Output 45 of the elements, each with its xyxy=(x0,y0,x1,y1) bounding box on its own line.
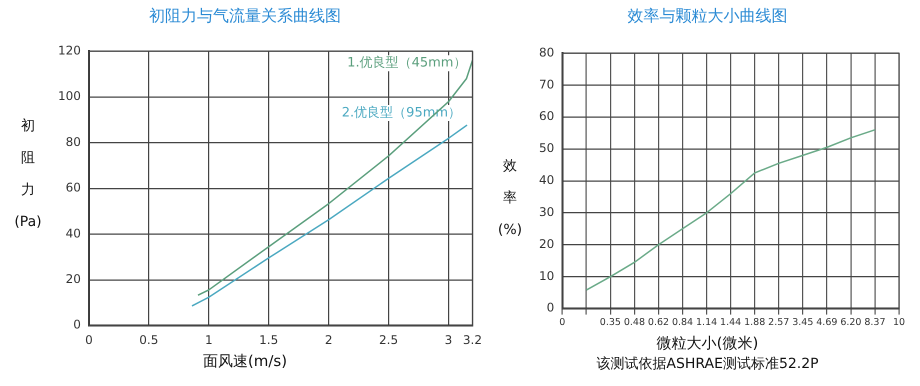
y-tick-label: 40 xyxy=(538,173,554,188)
y-tick-label: 50 xyxy=(538,141,554,156)
x-tick-label: 0.35 xyxy=(600,316,621,328)
y-tick-label: 10 xyxy=(538,268,554,283)
x-tick-label: 3.2 xyxy=(462,332,482,347)
y-tick-label: 20 xyxy=(538,236,554,251)
x-tick-label: 3.45 xyxy=(792,316,814,328)
chart-title: 效率与颗粒大小曲线图 xyxy=(626,6,788,27)
series-label: 1.优良型（45mm） xyxy=(347,56,466,71)
x-tick-label: 0.48 xyxy=(624,316,646,328)
y-tick-label: 70 xyxy=(538,77,554,92)
text: 该测试依据ASHRAE测试标准52.2P xyxy=(595,355,820,373)
x-tick-label: 4.69 xyxy=(816,316,838,328)
y-tick-label: 120 xyxy=(58,43,81,58)
x-tick-label: 1.88 xyxy=(744,316,766,328)
y-axis-title: 效率(%) xyxy=(496,157,524,240)
x-tick-label: 1.14 xyxy=(696,316,718,328)
y-tick-label: 20 xyxy=(66,272,81,286)
x-tick-label: 0 xyxy=(559,316,566,328)
x-axis-title: 面风速(m/s) xyxy=(202,352,288,371)
x-tick-label: 8.37 xyxy=(864,316,886,328)
x-tick-label: 0.62 xyxy=(648,316,670,328)
y-tick-label: 100 xyxy=(58,89,81,104)
y-axis-title: 初阻力(Pa) xyxy=(13,117,43,232)
x-tick-label: 0.84 xyxy=(672,316,694,328)
y-tick-label: 30 xyxy=(538,204,554,219)
x-tick-label: 1.44 xyxy=(720,316,742,328)
y-tick-label: 0 xyxy=(546,300,554,315)
x-tick-label: 2.57 xyxy=(768,316,790,328)
x-tick-label: 3 xyxy=(444,332,452,347)
y-tick-label: 80 xyxy=(66,134,81,149)
x-tick-label: 1.5 xyxy=(259,332,278,347)
y-tick-label: 40 xyxy=(66,226,81,240)
x-tick-label: 1 xyxy=(204,332,213,347)
chart-title: 初阻力与气流量关系曲线图 xyxy=(148,6,342,27)
x-tick-label: 2.5 xyxy=(379,332,398,347)
x-tick-label: 0 xyxy=(85,332,93,347)
x-tick-label: 10 xyxy=(892,316,906,328)
x-tick-label: 2 xyxy=(324,332,332,347)
x-tick-label: 6.20 xyxy=(840,316,862,328)
y-tick-label: 60 xyxy=(538,109,554,124)
x-tick-label: 0.5 xyxy=(139,332,158,347)
y-tick-label: 60 xyxy=(66,180,81,195)
x-axis-title: 微粒大小(微米) xyxy=(656,334,760,353)
y-tick-label: 80 xyxy=(538,45,554,60)
